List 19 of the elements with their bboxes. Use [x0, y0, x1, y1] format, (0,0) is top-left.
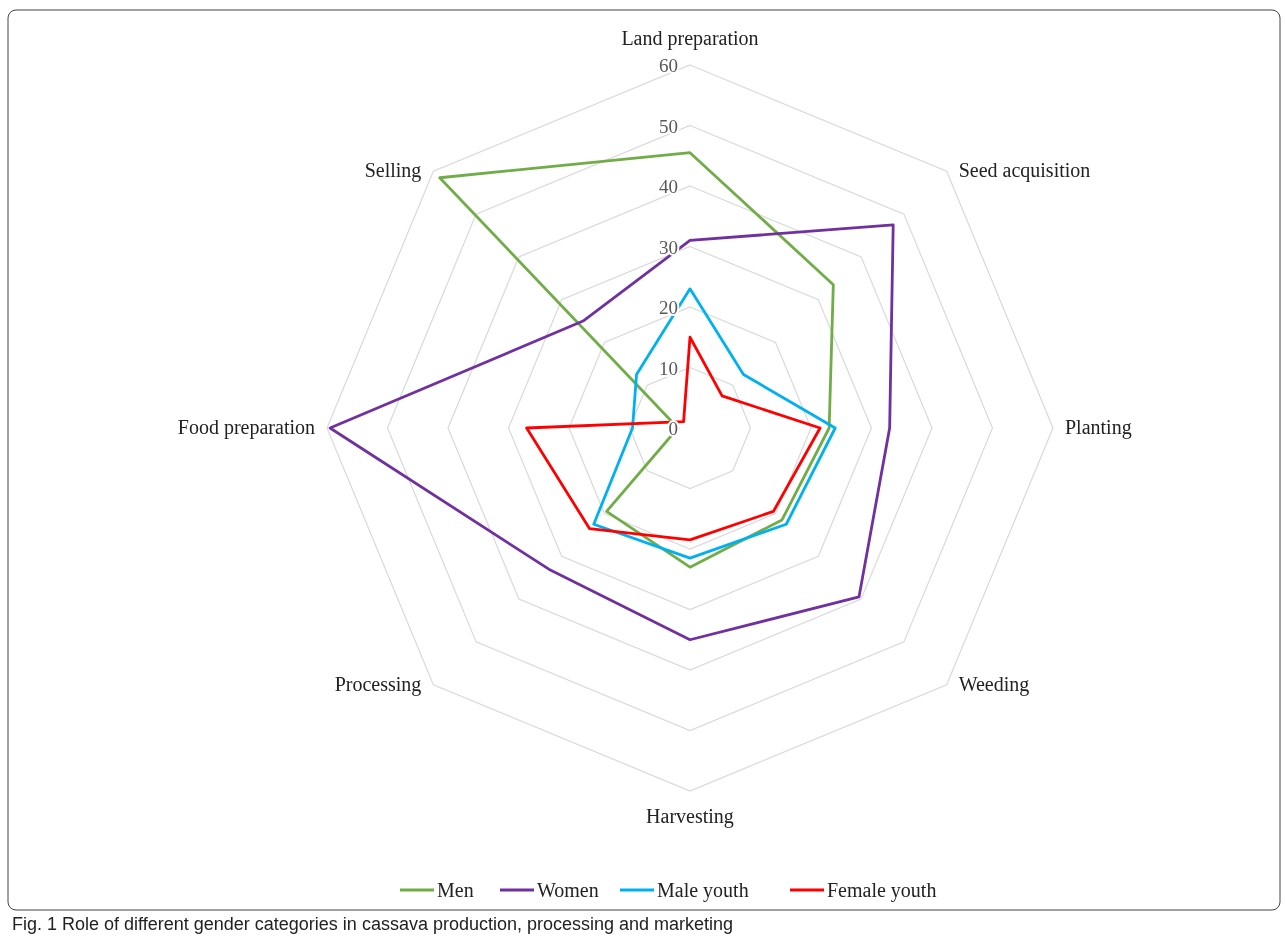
spoke-label: Harvesting — [646, 805, 734, 828]
legend-label: Men — [437, 879, 474, 901]
legend-label: Male youth — [657, 879, 749, 902]
spoke-label: Selling — [364, 159, 422, 183]
caption: Fig. 1 Role of different gender categories in cassava production, processing and marketing — [12, 914, 734, 934]
spoke-label: Planting — [1065, 416, 1132, 439]
y-tick-label: 20 — [659, 297, 678, 318]
spoke-label: Land preparation — [621, 27, 759, 50]
spoke-label: Food preparation — [177, 416, 315, 439]
legend-label: Women — [537, 879, 599, 901]
y-tick-label: 40 — [659, 176, 678, 197]
y-tick-label: 10 — [659, 357, 678, 379]
legend-label: Female youth — [827, 879, 937, 902]
spoke-label: Processing — [334, 672, 422, 696]
y-tick-label: 30 — [659, 236, 678, 258]
spoke-label: Weeding — [958, 672, 1030, 696]
y-tick-label: 60 — [659, 55, 678, 76]
y-tick-label: 50 — [659, 115, 678, 137]
spoke-label: Seed acquisition — [958, 159, 1091, 183]
